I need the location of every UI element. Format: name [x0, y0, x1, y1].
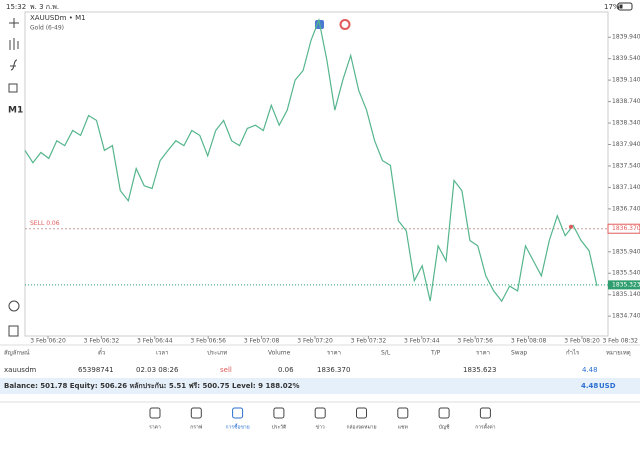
nav-label[interactable]: กล่องจดหมาย	[346, 425, 376, 431]
nav-icon[interactable]	[479, 407, 491, 419]
status-battery: 17%	[604, 3, 620, 11]
column-header: กำไร	[566, 349, 580, 357]
column-header: ตั๋ว	[98, 347, 105, 356]
y-tick-label: 1837.540	[612, 162, 640, 169]
x-tick-label: 3 Feb 07:56	[457, 338, 493, 345]
nav-label[interactable]: ราคา	[149, 425, 161, 431]
column-header: หมายเหตุ	[606, 350, 631, 357]
position-cell[interactable]: sell	[220, 366, 232, 374]
column-header: T/P	[430, 350, 441, 357]
timeframe[interactable]: M1	[8, 106, 23, 116]
x-tick-label: 3 Feb 06:20	[30, 338, 66, 345]
nav-label[interactable]: ประวัติ	[272, 424, 287, 431]
summary-profit: 4.48	[581, 382, 598, 390]
y-tick-label: 1837.940	[612, 141, 640, 148]
nav-icon[interactable]	[273, 407, 285, 419]
nav-label[interactable]: แชท	[398, 425, 408, 431]
chart: 1839.940 1839.540 1839.140 1838.740 1838.340…	[24, 17, 640, 345]
bid-price-label: 1835.323	[612, 281, 640, 288]
nav-icon[interactable]	[356, 407, 367, 419]
position-cell[interactable]: 02.03 08:26	[136, 366, 179, 374]
nav-label[interactable]: การตั้งค่า	[475, 422, 496, 431]
y-tick-label: 1838.740	[612, 98, 640, 105]
nav-icon[interactable]	[397, 407, 409, 419]
y-tick-label: 1839.540	[612, 55, 640, 62]
trade-marker	[569, 224, 573, 229]
nav-icon[interactable]	[438, 407, 450, 419]
zoom-icon[interactable]	[8, 300, 20, 312]
sell-button[interactable]	[339, 19, 351, 30]
order-label: SELL 0.06	[30, 220, 60, 227]
position-cell[interactable]: 1835.623	[463, 366, 496, 374]
y-tick-label: 1834.740	[612, 313, 640, 320]
order-price-label: 1836.370	[612, 225, 640, 232]
status-time: 15:32	[6, 3, 26, 11]
y-tick-label: 1839.140	[612, 77, 640, 84]
nav-label[interactable]: การซื้อขาย	[226, 422, 250, 431]
price-line	[24, 17, 598, 303]
x-tick-label: 3 Feb 08:32	[602, 338, 638, 345]
y-tick-label: 1835.540	[612, 270, 640, 277]
positions-table: สัญลักษณ์ ตั๋ว เวลา ประเภท Volume ราคา S/L T/P ร…	[4, 347, 631, 374]
objects-icon[interactable]	[8, 83, 18, 93]
summary-bar	[0, 378, 640, 394]
y-tick-label: 1835.940	[612, 248, 640, 255]
column-header: Volume	[268, 350, 291, 357]
nav-label[interactable]: กราฟ	[190, 425, 203, 431]
x-tick-label: 3 Feb 08:08	[511, 338, 547, 345]
x-tick-label: 3 Feb 06:32	[84, 338, 120, 345]
position-cell[interactable]: 4.48	[582, 366, 598, 374]
column-header: Swap	[511, 350, 527, 357]
crosshair-icon[interactable]	[9, 18, 19, 28]
column-header: เวลา	[156, 350, 168, 357]
x-tick-label: 3 Feb 07:08	[244, 338, 280, 345]
position-cell[interactable]: xauusdm	[4, 366, 36, 374]
nav-label[interactable]: ข่าว	[316, 425, 325, 431]
summary-text: Balance: 501.78 Equity: 506.26 หลักประกั…	[4, 382, 299, 390]
column-header: ราคา	[476, 350, 490, 357]
order-price-box	[607, 223, 640, 234]
new-order-icon[interactable]	[8, 325, 19, 337]
x-tick-label: 3 Feb 08:20	[564, 338, 600, 345]
description: Gold (6-49)	[30, 25, 64, 32]
column-header: สัญลักษณ์	[4, 349, 30, 357]
nav-icon[interactable]	[314, 407, 326, 419]
x-tick-label: 3 Feb 07:20	[297, 338, 333, 345]
y-tick-label: 1836.740	[612, 205, 640, 212]
y-tick-label: 1837.140	[612, 184, 640, 191]
y-tick-label: 1839.940	[612, 34, 640, 41]
chart-type-icon[interactable]	[9, 38, 19, 50]
column-header: ประเภท	[207, 350, 227, 357]
position-cell[interactable]: 1836.370	[317, 366, 350, 374]
column-header: ราคา	[327, 350, 341, 357]
chart-frame	[24, 11, 609, 337]
nav-label[interactable]: บัญชี	[439, 424, 450, 431]
y-tick-label: 1838.340	[612, 120, 640, 127]
bottom-nav: ราคา กราฟ การซื้อขาย ประวัติ ข่าว กล่องจดหมาย…	[149, 407, 496, 431]
position-cell[interactable]: 65398741	[78, 366, 114, 374]
y-tick-label: 1835.140	[612, 291, 640, 298]
nav-icon[interactable]	[149, 407, 161, 419]
toolbar	[8, 18, 20, 337]
summary-currency: USD	[599, 382, 616, 390]
column-header: S/L	[381, 350, 391, 357]
status-date: พ. 3 ก.พ.	[30, 3, 59, 11]
x-tick-label: 3 Feb 06:44	[137, 338, 173, 345]
battery-icon	[617, 2, 633, 11]
x-tick-label: 3 Feb 07:44	[404, 338, 440, 345]
nav-icon[interactable]	[232, 407, 244, 419]
bid-price-box	[608, 280, 640, 290]
x-tick-label: 3 Feb 06:56	[190, 338, 226, 345]
position-cell[interactable]: 0.06	[278, 366, 294, 374]
symbol: XAUUSDm • M1	[30, 14, 86, 22]
x-tick-label: 3 Feb 07:32	[351, 338, 387, 345]
indicators-icon[interactable]	[10, 59, 18, 71]
nav-icon[interactable]	[190, 407, 202, 419]
battery-level	[619, 4, 623, 9]
